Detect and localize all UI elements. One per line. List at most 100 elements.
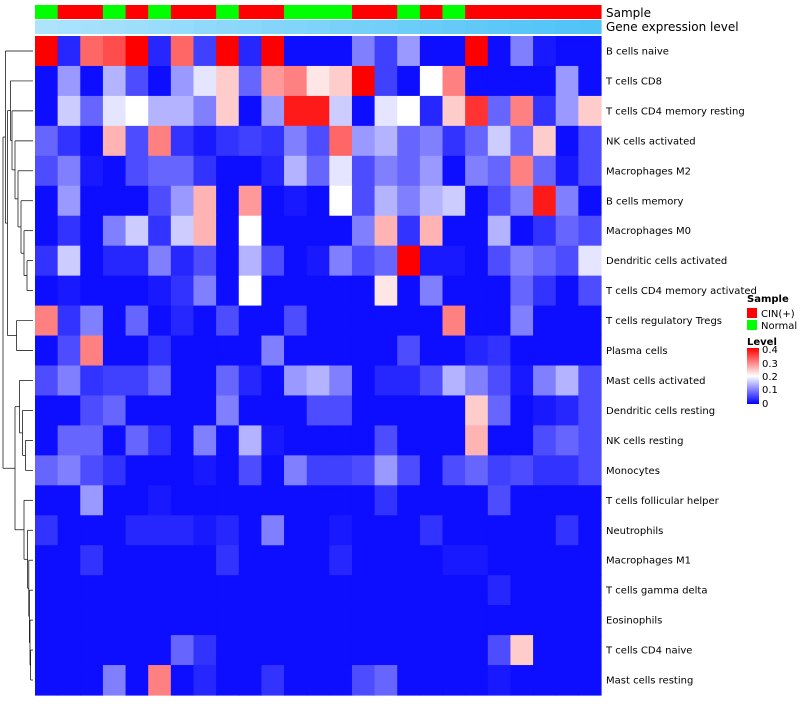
heatmap-cell-r19-c20 — [487, 605, 512, 636]
heatmap-cell-r3-c12 — [306, 125, 330, 157]
heatmap-cell-r10-c23 — [555, 335, 579, 367]
heatmap-cell-r9-c24 — [578, 305, 602, 337]
heatmap-cell-r14-c22 — [533, 455, 557, 486]
heatmap-cell-r8-c0 — [35, 275, 59, 307]
sample-track-cell-22 — [533, 5, 557, 19]
heatmap-cell-r1-c6 — [170, 65, 195, 97]
row-label: T cells follicular helper — [605, 496, 720, 507]
heatmap-cell-r10-c19 — [465, 335, 489, 367]
heatmap-cell-r1-c0 — [35, 65, 59, 97]
heatmap-cell-r5-c2 — [80, 185, 104, 217]
heatmap-cell-r15-c13 — [329, 485, 353, 516]
expression-track-cell-19 — [465, 20, 489, 34]
heatmap-cell-r3-c23 — [555, 125, 579, 157]
heatmap-cell-r19-c17 — [419, 605, 444, 636]
heatmap-cell-r9-c1 — [57, 305, 81, 337]
heatmap-cell-r21-c11 — [284, 665, 308, 696]
heatmap-cell-r9-c14 — [351, 305, 376, 337]
heatmap-cell-r20-c6 — [170, 635, 195, 666]
heatmap-cell-r6-c0 — [35, 215, 59, 247]
heatmap-cell-r16-c17 — [419, 515, 444, 546]
heatmap-cell-r7-c16 — [397, 245, 421, 277]
heatmap-cell-r9-c7 — [193, 305, 217, 337]
expression-track-cell-21 — [510, 20, 534, 34]
heatmap-cell-r19-c9 — [238, 605, 262, 636]
heatmap-cell-r4-c9 — [238, 155, 262, 187]
heatmap-cell-r21-c8 — [216, 665, 240, 696]
heatmap-cell-r2-c24 — [578, 95, 602, 127]
heatmap-cell-r12-c15 — [374, 395, 398, 426]
expression-track-cell-14 — [351, 20, 376, 34]
legend-tick-0-4: 0.4 — [762, 345, 778, 356]
expression-track-cell-1 — [57, 20, 81, 34]
legend-label-cin: CIN(+) — [761, 309, 795, 320]
heatmap-cell-r19-c10 — [261, 605, 285, 636]
heatmap-cell-r13-c12 — [306, 425, 330, 456]
heatmap-cell-r17-c18 — [442, 545, 466, 576]
heatmap-cell-r18-c4 — [125, 575, 149, 606]
heatmap-cell-r6-c9 — [238, 215, 262, 247]
heatmap-cell-r19-c21 — [510, 605, 534, 636]
heatmap-cell-r1-c7 — [193, 65, 217, 97]
heatmap-cell-r4-c14 — [351, 155, 376, 187]
heatmap-cell-r18-c9 — [238, 575, 262, 606]
heatmap-cell-r15-c6 — [170, 485, 195, 516]
heatmap-cell-r7-c0 — [35, 245, 59, 277]
heatmap-cell-r5-c7 — [193, 185, 217, 217]
heatmap-cell-r19-c14 — [351, 605, 376, 636]
legend-swatch-normal — [747, 320, 757, 330]
heatmap-cell-r13-c23 — [555, 425, 579, 456]
heatmap-cell-r10-c9 — [238, 335, 262, 367]
heatmap-cell-r0-c21 — [510, 36, 534, 67]
heatmap-cell-r16-c6 — [170, 515, 195, 546]
heatmap-cell-r18-c20 — [487, 575, 512, 606]
heatmap-cell-r3-c2 — [80, 125, 104, 157]
heatmap-cell-r19-c11 — [284, 605, 308, 636]
heatmap-cell-r8-c19 — [465, 275, 489, 307]
heatmap-cell-r17-c3 — [102, 545, 127, 576]
heatmap-cell-r19-c23 — [555, 605, 579, 636]
legend-tick-0-3: 0.3 — [762, 359, 778, 370]
heatmap-cell-r19-c15 — [374, 605, 398, 636]
heatmap-cell-r6-c17 — [419, 215, 444, 247]
heatmap-cell-r12-c10 — [261, 395, 285, 426]
heatmap-cell-r14-c8 — [216, 455, 240, 486]
heatmap-cell-r3-c24 — [578, 125, 602, 157]
heatmap-cell-r5-c10 — [261, 185, 285, 217]
heatmap-cell-r4-c0 — [35, 155, 59, 187]
heatmap-cell-r11-c11 — [284, 365, 308, 397]
heatmap-cell-r7-c8 — [216, 245, 240, 277]
heatmap-cell-r20-c15 — [374, 635, 398, 666]
heatmap-cell-r10-c2 — [80, 335, 104, 367]
heatmap-cell-r11-c22 — [533, 365, 557, 397]
heatmap-cell-r18-c24 — [578, 575, 602, 606]
heatmap-cell-r13-c1 — [57, 425, 81, 456]
heatmap-cell-r1-c18 — [442, 65, 466, 97]
sample-track-cell-7 — [193, 5, 217, 19]
heatmap-cell-r1-c10 — [261, 65, 285, 97]
heatmap-cell-r16-c10 — [261, 515, 285, 546]
heatmap-cell-r9-c13 — [329, 305, 353, 337]
heatmap-cell-r9-c18 — [442, 305, 466, 337]
sample-track-cell-16 — [397, 5, 421, 19]
heatmap-cell-r7-c9 — [238, 245, 262, 277]
heatmap-cell-r8-c12 — [306, 275, 330, 307]
heatmap-cell-r14-c2 — [80, 455, 104, 486]
heatmap-cell-r14-c20 — [487, 455, 512, 486]
sample-track-cell-0 — [35, 5, 59, 19]
heatmap-cell-r10-c24 — [578, 335, 602, 367]
heatmap-cell-r19-c6 — [170, 605, 195, 636]
heatmap-cell-r11-c5 — [148, 365, 172, 397]
heatmap-cell-r5-c8 — [216, 185, 240, 217]
heatmap-cell-r15-c21 — [510, 485, 534, 516]
heatmap-cell-r21-c1 — [57, 665, 81, 696]
heatmap-cell-r11-c14 — [351, 365, 376, 397]
heatmap-cell-r21-c2 — [80, 665, 104, 696]
expression-track-cell-18 — [442, 20, 466, 34]
heatmap-cell-r2-c21 — [510, 95, 534, 127]
heatmap-cell-r20-c23 — [555, 635, 579, 666]
heatmap-cell-r5-c18 — [442, 185, 466, 217]
heatmap-cell-r20-c3 — [102, 635, 127, 666]
heatmap-cell-r7-c7 — [193, 245, 217, 277]
sample-track-cell-8 — [216, 5, 240, 19]
